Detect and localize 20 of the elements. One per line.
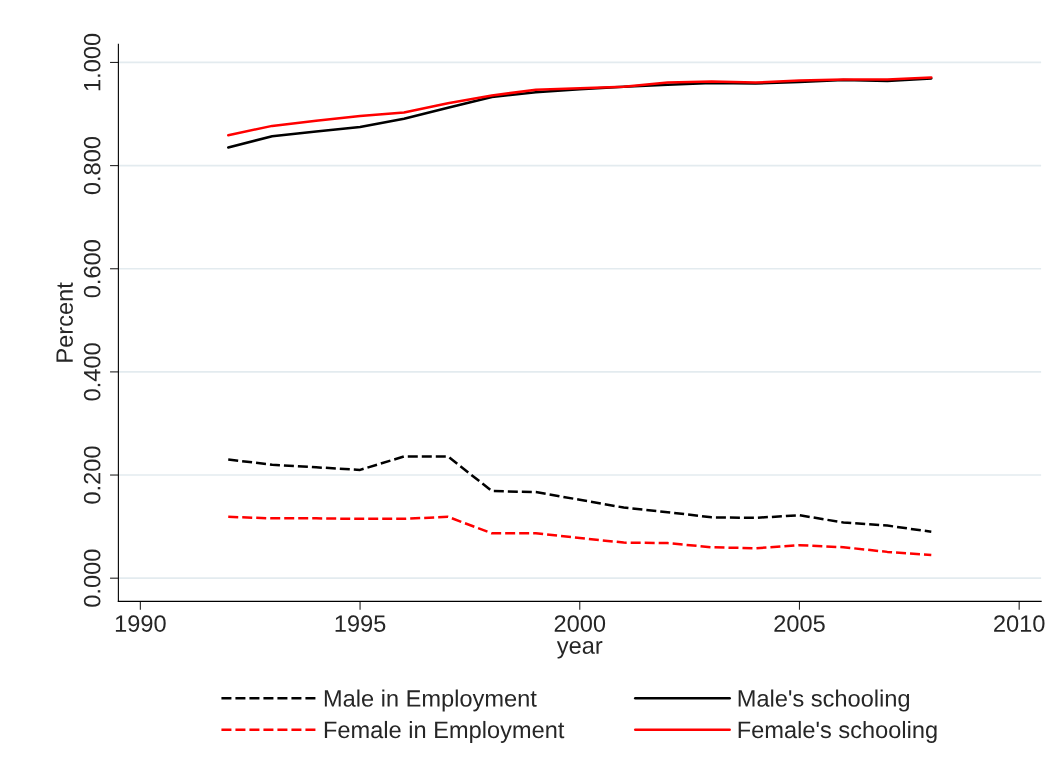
x-tick-label: 2000 (554, 615, 606, 632)
y-tick-label: 0.200 (83, 446, 101, 504)
x-axis-title: year (556, 641, 603, 659)
y-tick-label: 0.400 (83, 343, 101, 401)
line-series (226, 76, 933, 137)
x-tick-label: 2005 (774, 615, 825, 632)
legend-label: Male in Employment (324, 689, 537, 712)
y-tick-label: 0.600 (83, 240, 101, 298)
x-tick-label: 2010 (994, 615, 1045, 632)
line-series (226, 455, 933, 534)
x-tick-label: 1990 (115, 615, 166, 632)
y-tick-label: 1.000 (83, 33, 101, 91)
legend-label: Male's schooling (738, 689, 910, 712)
y-axis-title: Percent (56, 282, 73, 362)
line-series (226, 515, 933, 557)
y-tick-label: 0.000 (83, 549, 101, 607)
legend-label: Female in Employment (324, 720, 565, 743)
x-tick-label: 1995 (335, 615, 386, 632)
y-tick-label: 0.800 (83, 136, 101, 195)
legend-label: Female's schooling (738, 720, 937, 743)
